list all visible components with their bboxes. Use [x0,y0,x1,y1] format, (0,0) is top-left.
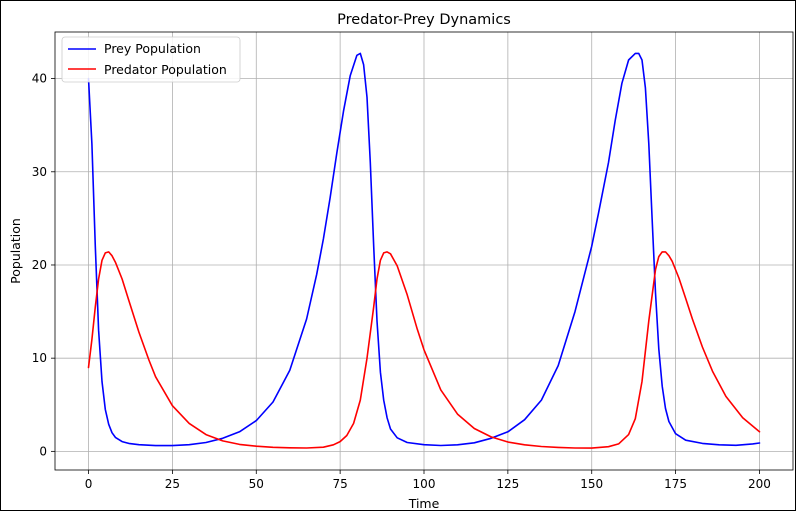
x-tick-label: 200 [748,477,771,491]
x-tick-label: 100 [413,477,436,491]
legend: Prey Population Predator Population [61,36,241,83]
y-tick-label: 10 [32,351,47,365]
x-tick-label: 75 [332,477,347,491]
chart-title: Predator-Prey Dynamics [337,12,511,28]
y-tick-label: 20 [32,258,47,272]
predator-population-line [87,251,761,449]
prey-population-line [87,52,761,447]
y-tick-label: 30 [32,165,47,179]
y-tick-label: 40 [32,72,47,86]
legend-box [61,36,241,83]
x-tick-label: 50 [249,477,264,491]
legend-label-predator: Predator Population [104,62,227,77]
y-tick-label: 0 [39,444,47,458]
series-lines [87,52,761,449]
x-tick-label: 125 [496,477,519,491]
legend-label-prey: Prey Population [104,41,201,56]
x-tick-label: 150 [580,477,603,491]
y-axis-label: Population [8,218,23,284]
axis-ticks: 0 25 50 75 100 125 150 175 200 0 10 20 30 40 [32,72,771,491]
x-tick-label: 25 [165,477,180,491]
x-axis-label: Time [408,496,440,511]
x-tick-label: 175 [664,477,687,491]
x-tick-label: 0 [85,477,93,491]
